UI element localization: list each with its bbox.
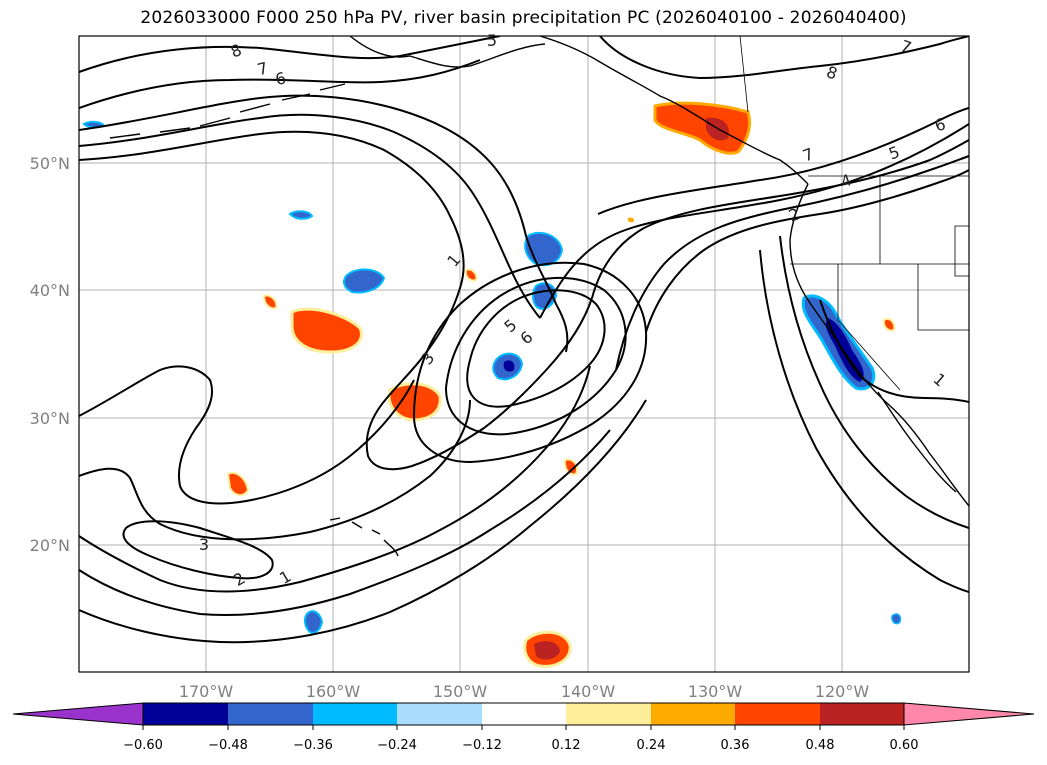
contour-label: 3 <box>199 535 209 554</box>
lon-label-120: 120°W <box>815 682 870 701</box>
contour-label: 6 <box>273 68 288 89</box>
political-borders <box>739 36 969 391</box>
precip-blob-south-core <box>534 641 560 660</box>
colorbar-segment <box>651 703 735 725</box>
colorbar-extend-high <box>903 702 1035 726</box>
precip-blob-neg-3-core <box>503 360 515 372</box>
pv-contour-small-loop <box>122 520 274 580</box>
pv-contour-east-5 <box>597 107 969 215</box>
pv-contour-ring-mid <box>444 276 627 436</box>
precip-blob-small-s <box>563 458 578 476</box>
colorbar-tick-label: −0.36 <box>293 738 333 753</box>
colorbar-frame <box>142 702 905 726</box>
pv-contours <box>79 36 969 644</box>
lon-label-160: 160°W <box>306 682 361 701</box>
colorbar-segment <box>820 703 904 725</box>
colorbar: −0.60 −0.48 −0.36 −0.24 −0.12 0.12 0.24 … <box>12 702 1035 753</box>
border-states-3 <box>917 264 969 331</box>
coastline-aleutians <box>109 83 346 139</box>
colorbar-extend-low <box>12 702 144 726</box>
contour-labels: 8 7 6 5 1 3 5 6 3 2 1 8 7 6 5 4 2 7 1 <box>199 31 950 590</box>
colorbar-segment <box>143 703 228 725</box>
border-states-4 <box>837 264 901 391</box>
pv-contour-east-2 <box>615 155 969 371</box>
colorbar-tick-label: −0.24 <box>377 738 417 753</box>
precip-blob-neg-4 <box>343 268 386 294</box>
precip-blob-small-ca <box>882 318 896 332</box>
contour-label: 5 <box>487 31 497 50</box>
pv-contour-west-coast <box>819 299 969 403</box>
border-alaska-canada <box>739 36 749 113</box>
pv-contour-south-4 <box>79 429 611 617</box>
lon-label-130: 130°W <box>688 682 743 701</box>
coastlines <box>109 36 969 557</box>
coastline-baja <box>877 391 957 493</box>
pv-contour-east-1 <box>591 139 969 299</box>
pv-contour-south-3 <box>79 365 591 593</box>
precip-blob-alaska <box>653 101 752 155</box>
lon-label-150: 150°W <box>433 682 488 701</box>
colorbar-tick-label: 0.60 <box>890 738 919 753</box>
colorbar-tick-label: −0.48 <box>208 738 248 753</box>
colorbar-segment <box>228 703 313 725</box>
colorbar-tick-label: 0.36 <box>721 738 750 753</box>
precip-blob-neg-8 <box>891 613 902 625</box>
coastline-west-us <box>789 183 969 507</box>
pv-contour-se-2 <box>759 249 969 593</box>
pv-contour-ring-inner <box>466 289 606 408</box>
precip-blob-small-sw <box>262 294 278 310</box>
pv-contour-north-cell <box>599 36 969 80</box>
map-background <box>79 36 969 672</box>
pv-contour-north-1 <box>79 36 501 73</box>
lat-label-50: 50°N <box>30 154 70 173</box>
precip-blob-tiny <box>627 217 635 223</box>
colorbar-tick-label: −0.60 <box>123 738 163 753</box>
pv-contour-south-1 <box>79 365 415 505</box>
pv-contour-north-2 <box>79 59 481 109</box>
colorbar-tick-label: 0.12 <box>552 738 581 753</box>
map-area: 8 7 6 5 1 3 5 6 3 2 1 8 7 6 5 4 2 7 1 50… <box>30 31 970 701</box>
lat-label-30: 30°N <box>30 409 70 428</box>
pv-contour-se <box>779 235 969 529</box>
colorbar-tick-label: 0.24 <box>637 738 666 753</box>
colorbar-segment <box>482 703 566 725</box>
colorbar-tick-label: 0.48 <box>806 738 835 753</box>
colorbar-segment <box>397 703 482 725</box>
pv-contour-north-3 <box>79 94 569 353</box>
coastline-alaska <box>349 36 809 185</box>
precip-blob-neg-5 <box>288 210 314 220</box>
lat-label-40: 40°N <box>30 281 70 300</box>
colorbar-segment <box>313 703 397 725</box>
precip-blob-small-west <box>226 472 250 496</box>
lon-label-170: 170°W <box>179 682 234 701</box>
precip-blob-neg-6 <box>303 610 324 634</box>
pv-contour-south-5 <box>79 399 647 644</box>
pv-contour-north-4 <box>79 113 541 319</box>
lat-label-20: 20°N <box>30 536 70 555</box>
latitude-labels: 50°N 40°N 30°N 20°N <box>30 154 70 555</box>
precip-blob-small-mid <box>464 268 478 282</box>
precip-blob-central-west <box>290 307 363 354</box>
colorbar-tick-labels: −0.60 −0.48 −0.36 −0.24 −0.12 0.12 0.24 … <box>123 738 918 753</box>
colorbar-segment <box>566 703 651 725</box>
pv-contour-east-3 <box>645 169 969 333</box>
colorbar-tick-label: −0.12 <box>462 738 502 753</box>
colorbar-segment <box>735 703 820 725</box>
plot-title: 2026033000 F000 250 hPa PV, river basin … <box>140 8 907 28</box>
border-states-5 <box>954 225 969 277</box>
colorbar-ticks <box>142 725 905 730</box>
pv-contour-east-4 <box>539 123 969 319</box>
contour-label: 7 <box>255 58 270 79</box>
pv-contour-south-2 <box>79 399 471 541</box>
lon-label-140: 140°W <box>561 682 616 701</box>
longitude-labels: 170°W 160°W 150°W 140°W 130°W 120°W <box>179 682 870 701</box>
map-frame <box>78 35 970 673</box>
coastline-hawaii <box>329 517 399 557</box>
